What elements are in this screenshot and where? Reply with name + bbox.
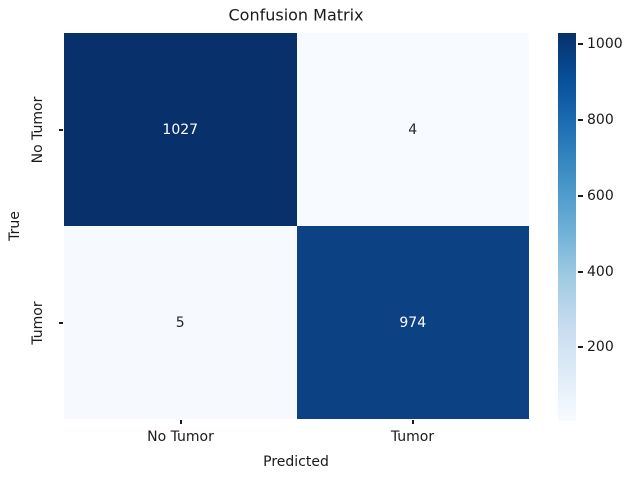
cell-value: 5	[175, 314, 185, 331]
colorbar-tick-mark-800	[578, 119, 583, 121]
heatmap-grid: 1027 4 5 974	[64, 33, 529, 419]
colorbar-tick-label-800: 800	[587, 112, 614, 128]
colorbar-tick-mark-200	[578, 346, 583, 348]
colorbar-tick-label-1000: 1000	[587, 36, 623, 52]
y-tick-mark-tumor	[59, 322, 63, 324]
heatmap-cell-true-tumor-pred-tumor: 974	[296, 226, 529, 419]
x-tick-mark-no-tumor	[180, 420, 182, 424]
y-axis-label: True	[7, 211, 23, 241]
colorbar-tick-mark-400	[578, 271, 583, 273]
x-tick-mark-tumor	[412, 420, 414, 424]
colorbar-gradient	[558, 33, 576, 421]
colorbar-tick-label-400: 400	[587, 264, 614, 280]
heatmap-cell-true-notumor-pred-notumor: 1027	[64, 33, 297, 226]
colorbar-tick-mark-1000	[578, 43, 583, 45]
cell-value: 4	[408, 121, 418, 138]
y-tick-label-no-tumor: No Tumor	[30, 96, 46, 163]
x-tick-label-no-tumor: No Tumor	[147, 429, 214, 445]
x-tick-label-tumor: Tumor	[390, 429, 435, 445]
colorbar-tick-label-200: 200	[587, 339, 614, 355]
y-tick-mark-no-tumor	[59, 129, 63, 131]
cell-value: 1027	[162, 121, 199, 138]
colorbar-tick-label-600: 600	[587, 188, 614, 204]
x-axis-label: Predicted	[263, 454, 329, 470]
heatmap-cell-true-notumor-pred-tumor: 4	[296, 33, 529, 226]
y-tick-label-tumor: Tumor	[30, 300, 46, 345]
cell-value: 974	[399, 314, 427, 331]
colorbar-tick-mark-600	[578, 195, 583, 197]
heatmap-cell-true-tumor-pred-notumor: 5	[64, 226, 297, 419]
chart-title: Confusion Matrix	[228, 5, 364, 25]
